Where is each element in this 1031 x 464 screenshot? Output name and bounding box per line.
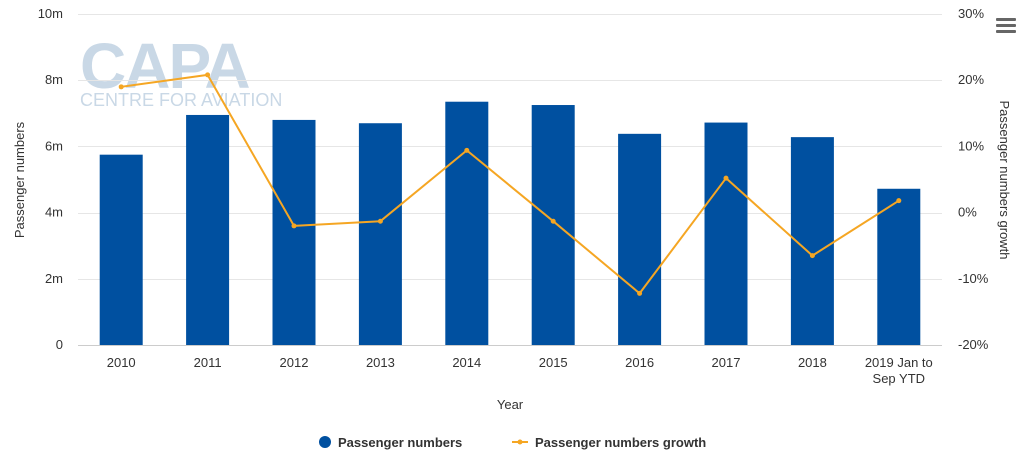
left-axis-title: Passenger numbers [12,121,27,238]
left-axis-ticks: 0 2m 4m 6m 8m 10m [38,6,63,352]
growth-point [637,290,643,296]
left-axis-tick-label: 8m [45,72,63,87]
left-axis-tick-label: 2m [45,271,63,286]
right-axis-tick-label: 10% [958,138,984,153]
bar [618,133,662,345]
bar [877,188,921,345]
left-axis-tick-label: 10m [38,6,63,21]
legend-item-passenger-numbers[interactable]: Passenger numbers [319,435,462,450]
bar [186,114,230,345]
growth-point [896,198,902,204]
legend-label-passenger-numbers: Passenger numbers [338,435,462,450]
growth-point [291,223,297,229]
bar [445,101,489,345]
growth-point [118,84,124,90]
legend-swatch-marker [517,439,523,445]
x-axis-tick-label: 2016 [625,355,654,370]
x-axis-ticks: 2010 2011 2012 2013 2014 2015 2016 2017 2018 2019… [107,355,933,386]
growth-line [121,73,900,295]
growth-point [464,147,470,153]
bar [99,154,143,345]
growth-point [809,253,815,259]
x-axis-tick-label: 2018 [798,355,827,370]
right-axis-tick-label: 30% [958,6,984,21]
bar-series [99,101,921,346]
right-axis-tick-label: 20% [958,72,984,87]
watermark-logo: CAPA [80,30,249,102]
growth-point [723,175,729,181]
line-series [118,72,902,296]
chart-legend: Passenger numbers Passenger numbers grow… [319,435,706,450]
x-axis-tick-label: 2011 [194,355,222,370]
legend-swatch-bar [319,436,331,448]
capa-watermark: CAPA CENTRE FOR AVIATION [80,30,282,110]
left-axis-tick-label: 6m [45,138,63,153]
bar [272,119,316,345]
bar [790,137,834,345]
right-axis-tick-label: -20% [958,337,989,352]
growth-point [550,218,556,224]
x-axis-tick-label: 2015 [539,355,568,370]
left-axis-tick-label: 4m [45,205,63,220]
right-axis-title: Passenger numbers growth [997,101,1012,260]
legend-item-passenger-numbers-growth[interactable]: Passenger numbers growth [512,435,706,450]
right-axis-tick-label: 0% [958,205,977,220]
x-axis-tick-label: 2017 [712,355,741,370]
x-axis-tick-label: 2013 [366,355,395,370]
x-axis-tick-label: 2014 [452,355,481,370]
bar [358,123,402,345]
left-axis-tick-label: 0 [56,337,63,352]
legend-label-passenger-numbers-growth: Passenger numbers growth [535,435,706,450]
growth-point [205,72,211,78]
x-axis-tick-label: 2019 Jan to Sep YTD [865,355,933,386]
bar [704,122,748,346]
hamburger-menu-icon[interactable] [996,18,1016,36]
bar [531,105,575,346]
right-axis-tick-label: -10% [958,271,989,286]
x-axis-title: Year [497,397,524,412]
x-axis-tick-label: 2010 [107,355,136,370]
right-axis-ticks: -20% -10% 0% 10% 20% 30% [958,6,989,352]
watermark-subtitle: CENTRE FOR AVIATION [80,90,282,110]
growth-point [377,218,383,224]
x-axis-tick-label: 2012 [280,355,309,370]
